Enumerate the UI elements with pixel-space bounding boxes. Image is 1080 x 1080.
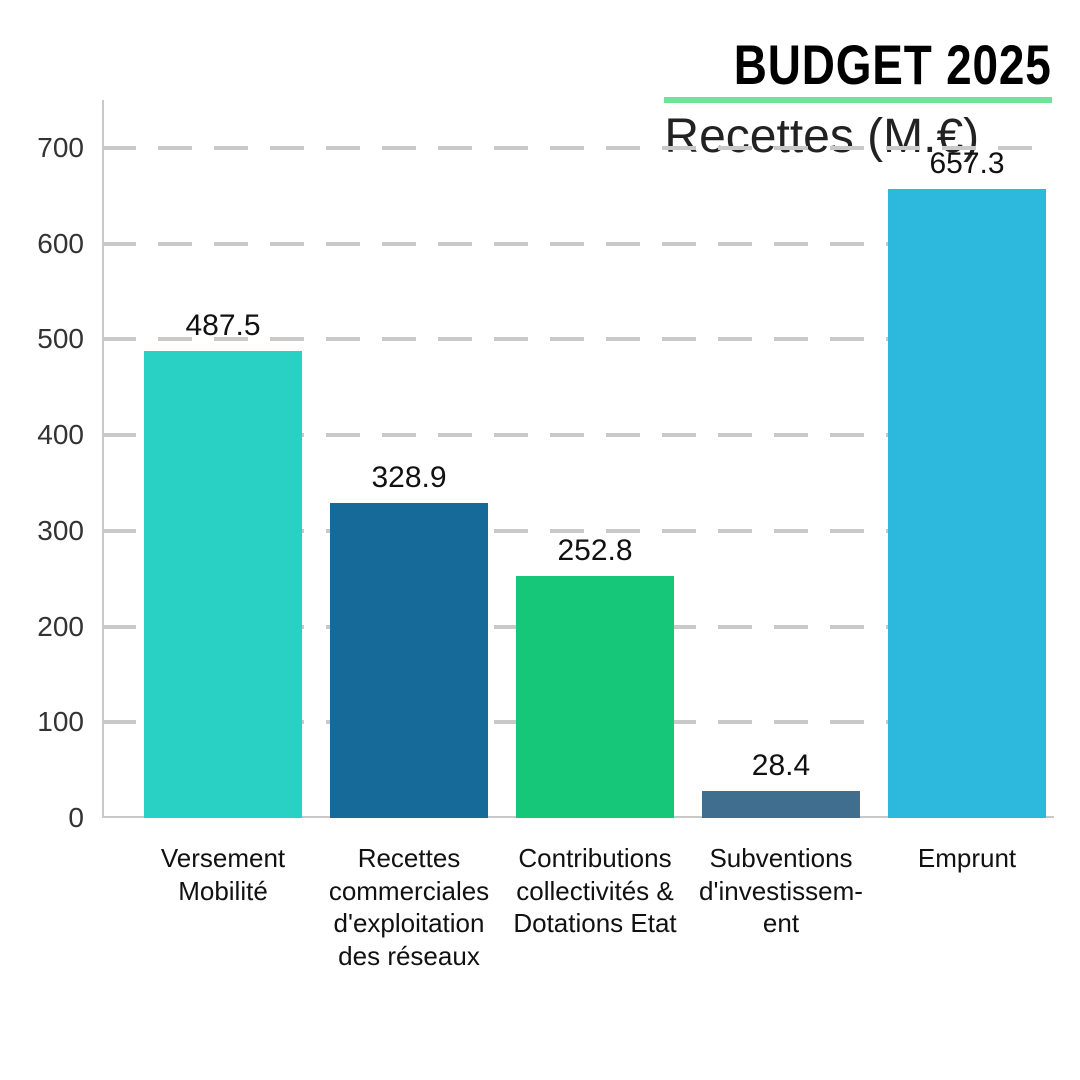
x-tick-label: Recettes commerciales d'exploitation des… [316,842,502,972]
bar-value-label: 328.9 [309,461,509,495]
bar-value-label: 28.4 [681,749,881,783]
bar [144,351,302,818]
x-tick-label: Contributions collectivités & Dotations … [502,842,688,940]
page-title: BUDGET 2025 [734,36,1052,95]
plot-area: 487.5328.9252.828.4657.3 [102,100,1054,818]
chart-page: BUDGET 2025 Recettes (M.€) 487.5328.9252… [0,0,1080,1080]
bar [516,576,674,818]
bar [330,503,488,818]
x-tick-label: Versement Mobilité [130,842,316,907]
y-tick-label: 200 [0,611,84,643]
y-tick-label: 300 [0,515,84,547]
bar [888,189,1046,818]
y-tick-label: 0 [0,802,84,834]
bar-value-label: 657.3 [867,147,1067,181]
y-tick-label: 600 [0,228,84,260]
bars: 487.5328.9252.828.4657.3 [102,100,1054,818]
y-tick-label: 400 [0,419,84,451]
bar-value-label: 252.8 [495,534,695,568]
y-tick-label: 500 [0,323,84,355]
y-tick-label: 100 [0,706,84,738]
bar-value-label: 487.5 [123,309,323,343]
bar [702,791,860,818]
x-tick-label: Emprunt [874,842,1060,875]
x-tick-label: Subventions d'investisse­m-ent [688,842,874,940]
y-tick-label: 700 [0,132,84,164]
